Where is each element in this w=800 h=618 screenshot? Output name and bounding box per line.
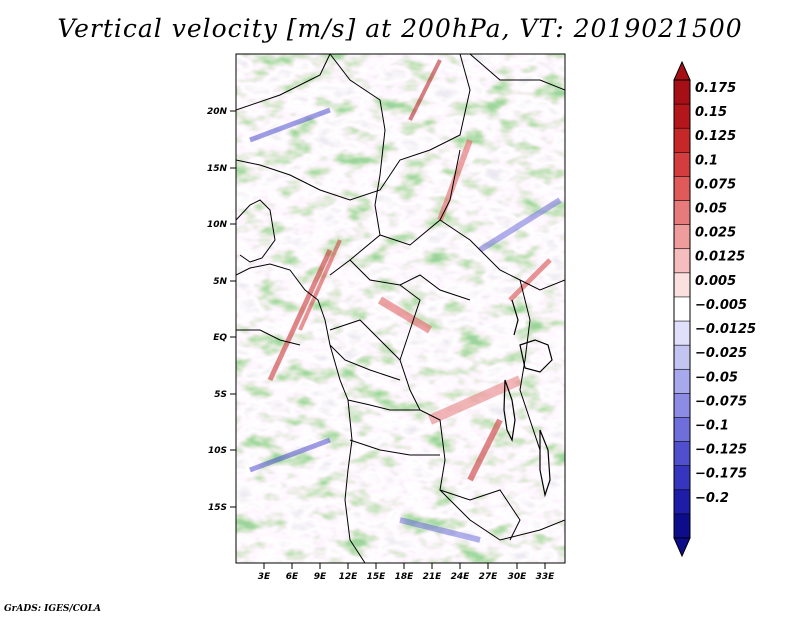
colorbar-frame bbox=[673, 79, 691, 539]
country-borders bbox=[236, 54, 565, 563]
colorbar-label: −0.0125 bbox=[695, 322, 756, 337]
colorbar-swatch bbox=[674, 248, 690, 274]
colorbar: 0.175 0.15 0.125 0.1 0.075 0.05 0.025 0.0125 0.0… bbox=[673, 60, 756, 558]
colorbar-label: −0.075 bbox=[695, 394, 747, 409]
colorbar-swatch bbox=[674, 417, 690, 443]
map-title: Vertical velocity [m/s] at 200hPa, VT: 2… bbox=[57, 14, 743, 43]
longitude-axis: 3E 6E 9E 12E 15E 18E 21E 24E 27E 30E 33E bbox=[258, 563, 555, 582]
colorbar-swatch bbox=[674, 369, 690, 394]
lon-label: 27E bbox=[479, 572, 499, 582]
colorbar-label: −0.005 bbox=[695, 298, 747, 313]
lon-label: 18E bbox=[395, 572, 415, 582]
colorbar-label: 0.15 bbox=[695, 105, 727, 120]
colorbar-swatch bbox=[674, 489, 690, 515]
lon-label: 12E bbox=[339, 572, 359, 582]
colorbar-label: −0.05 bbox=[695, 370, 738, 385]
lake-malawi bbox=[539, 429, 551, 498]
lat-label: 10S bbox=[208, 446, 227, 456]
colorbar-label: −0.175 bbox=[695, 467, 747, 482]
colorbar-swatch bbox=[674, 200, 690, 226]
colorbar-label: 0.005 bbox=[695, 274, 736, 289]
great-lakes bbox=[503, 299, 553, 498]
colorbar-swatch bbox=[674, 345, 690, 370]
colorbar-swatch bbox=[674, 224, 690, 250]
map-panel bbox=[235, 53, 566, 564]
lon-label: 15E bbox=[367, 572, 387, 582]
colorbar-label: 0.175 bbox=[695, 81, 736, 96]
colorbar-swatch bbox=[674, 128, 690, 153]
lat-label: 15N bbox=[207, 164, 228, 174]
colorbar-bottom-arrow bbox=[673, 537, 691, 558]
lat-label: 5S bbox=[214, 390, 227, 400]
colorbar-label: 0.0125 bbox=[695, 250, 745, 265]
colorbar-label: −0.025 bbox=[695, 346, 747, 361]
colorbar-swatch bbox=[674, 176, 690, 202]
lat-label: 5N bbox=[213, 277, 227, 287]
latitude-axis: 20N 15N 10N 5N EQ 5S 10S 15S bbox=[207, 107, 236, 513]
colorbar-swatch bbox=[674, 321, 690, 346]
colorbar-label: 0.075 bbox=[695, 177, 736, 192]
colorbar-swatch bbox=[674, 80, 690, 105]
lat-label: 20N bbox=[207, 107, 228, 117]
colorbar-swatch bbox=[674, 441, 690, 467]
lon-label: 3E bbox=[258, 572, 271, 582]
colorbar-swatch bbox=[674, 152, 690, 177]
lon-label: 33E bbox=[536, 572, 556, 582]
lake-albert bbox=[511, 299, 519, 336]
lon-label: 6E bbox=[286, 572, 299, 582]
colorbar-label: 0.025 bbox=[695, 226, 736, 241]
lon-label: 9E bbox=[314, 572, 327, 582]
lon-label: 30E bbox=[508, 572, 528, 582]
lake-tanganyika bbox=[503, 379, 516, 442]
colorbar-swatch bbox=[674, 272, 690, 298]
colorbar-label: −0.125 bbox=[695, 443, 747, 458]
colorbar-swatch bbox=[674, 513, 690, 539]
colorbar-label: 0.05 bbox=[695, 202, 727, 217]
colorbar-top-arrow bbox=[673, 60, 691, 81]
grads-credit: GrADS: IGES/COLA bbox=[4, 604, 102, 614]
colorbar-swatch bbox=[674, 104, 690, 129]
colorbar-label: 0.1 bbox=[695, 153, 718, 168]
lat-label: EQ bbox=[213, 333, 227, 343]
colorbar-swatch bbox=[674, 465, 690, 491]
lat-label: 10N bbox=[207, 220, 228, 230]
map-frame bbox=[235, 53, 566, 564]
lon-label: 24E bbox=[451, 572, 471, 582]
colorbar-swatch bbox=[674, 393, 690, 418]
colorbar-swatch bbox=[674, 296, 690, 322]
lon-label: 21E bbox=[423, 572, 443, 582]
colorbar-label: −0.1 bbox=[695, 418, 729, 433]
lat-label: 15S bbox=[208, 503, 227, 513]
colorbar-label: −0.2 bbox=[695, 491, 729, 506]
lake-victoria bbox=[519, 339, 553, 373]
colorbar-label: 0.125 bbox=[695, 129, 736, 144]
